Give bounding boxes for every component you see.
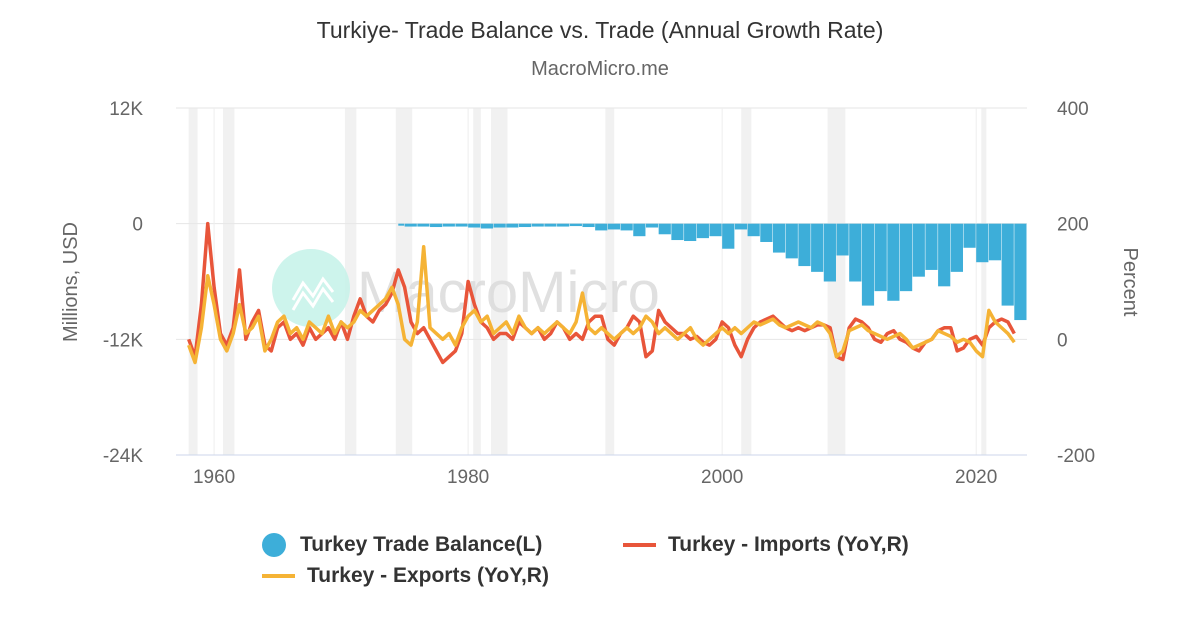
trade-balance-bar [696, 223, 709, 239]
trade-balance-bar [544, 223, 557, 227]
trade-balance-bar [925, 223, 938, 270]
trade-balance-bar [671, 223, 684, 241]
trade-balance-bar [849, 223, 862, 282]
trade-balance-bar [709, 223, 722, 237]
chart-title: Turkiye- Trade Balance vs. Trade (Annual… [316, 17, 884, 43]
line-marker-icon [262, 574, 295, 578]
recession-band [344, 108, 357, 455]
x-tick-label: 2000 [701, 467, 743, 488]
trade-balance-bar [557, 223, 570, 227]
recession-band [490, 108, 508, 455]
legend-label: Turkey - Imports (YoY,R) [668, 533, 909, 556]
trade-balance-bar [899, 223, 913, 292]
trade-balance-bar [493, 223, 506, 228]
circle-marker-icon [262, 533, 286, 557]
chart-subtitle: MacroMicro.me [531, 58, 669, 80]
trade-balance-bar [938, 223, 951, 287]
legend-item-imports[interactable]: Turkey - Imports (YoY,R) [623, 533, 909, 557]
trade-balance-bar [976, 223, 989, 263]
x-tick-label: 1980 [447, 467, 489, 488]
y-right-tick-label: 400 [1057, 99, 1089, 120]
trade-balance-bar [633, 223, 646, 237]
trade-balance-bar [912, 223, 925, 277]
trade-balance-bar [607, 223, 621, 230]
trade-balance-bar [798, 223, 811, 267]
trade-balance-bar [506, 223, 519, 228]
trade-balance-bar [468, 223, 481, 228]
trade-balance-bar [658, 223, 671, 235]
trade-balance-bar [950, 223, 963, 272]
trade-balance-bar [747, 223, 760, 237]
y-right-tick-label: 200 [1057, 215, 1089, 236]
trade-balance-bar [455, 223, 468, 227]
trade-balance-bar [442, 223, 455, 227]
y-left-tick-label: 12K [109, 99, 143, 120]
trade-balance-bar [531, 223, 544, 227]
trade-balance-bar [988, 223, 1002, 261]
trade-balance-bar [887, 223, 900, 301]
trade-balance-bar [398, 223, 405, 226]
x-tick-label: 1960 [193, 467, 235, 488]
line-marker-icon [623, 543, 656, 547]
trade-balance-bar [874, 223, 887, 292]
trade-balance-bar [734, 223, 748, 230]
trade-balance-bar [569, 223, 582, 227]
legend-label: Turkey - Exports (YoY,R) [307, 564, 549, 587]
trade-balance-bar [480, 223, 494, 229]
y-right-tick-label: 0 [1057, 330, 1068, 351]
watermark-text: MacroMicro [357, 260, 660, 325]
trade-balance-bar [620, 223, 633, 231]
legend-label: Turkey Trade Balance(L) [300, 533, 543, 556]
trade-balance-bar [811, 223, 824, 272]
trade-balance-bar [785, 223, 798, 259]
recession-band [473, 108, 481, 455]
y-left-axis-label: Millions, USD [60, 222, 82, 342]
x-tick-label: 2020 [955, 467, 997, 488]
legend-item-trade-balance[interactable]: Turkey Trade Balance(L) [262, 533, 542, 557]
recession-band [605, 108, 615, 455]
trade-balance-bar [1001, 223, 1014, 306]
trade-balance-bar [823, 223, 836, 282]
trade-balance-bar [760, 223, 773, 242]
trade-balance-bar [430, 223, 443, 228]
exports-line [187, 245, 1016, 365]
trade-balance-bar [595, 223, 608, 231]
trade-balance-bar [722, 223, 735, 249]
recession-band [741, 108, 752, 455]
imports-line [187, 221, 1016, 365]
y-right-axis-label: Percent [1119, 248, 1141, 317]
trade-balance-bar [772, 223, 786, 253]
y-right-tick-label: -200 [1057, 446, 1095, 467]
y-left-tick-label: 0 [132, 215, 143, 236]
trade-balance-bar [518, 223, 532, 228]
y-left-tick-label: -24K [103, 446, 143, 467]
trade-balance-bar [582, 223, 595, 228]
watermark-logo: MacroMicro [272, 249, 660, 327]
legend-item-exports[interactable]: Turkey - Exports (YoY,R) [262, 564, 549, 588]
y-left-tick-label: -12K [103, 330, 143, 351]
trade-balance-bar [684, 223, 697, 242]
trade-balance-bar [417, 223, 430, 227]
trade-balance-bar [861, 223, 875, 306]
recession-band [222, 108, 235, 455]
trade-balance-bar [645, 223, 659, 228]
trade-balance-bar [836, 223, 849, 256]
trade-balance-bar [404, 223, 417, 227]
recession-band [188, 108, 198, 455]
trade-balance-bar [1014, 223, 1027, 321]
recession-band [981, 108, 987, 455]
trade-balance-bar [963, 223, 976, 248]
recession-band [827, 108, 846, 455]
